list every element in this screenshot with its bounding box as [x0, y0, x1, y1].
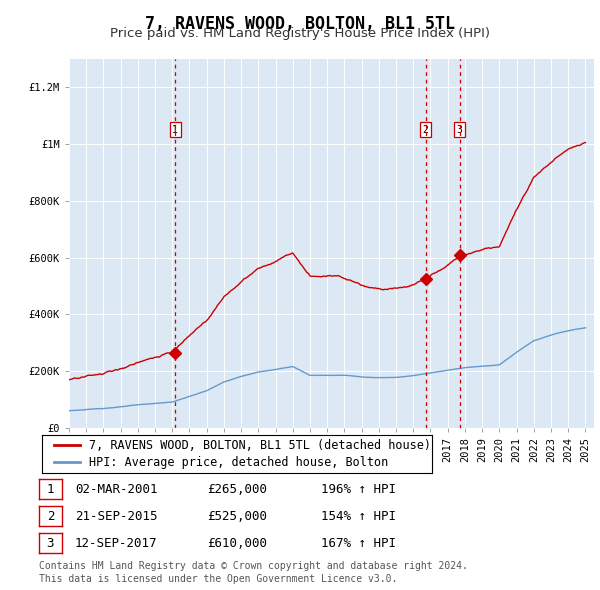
Text: 1: 1 [172, 125, 178, 135]
Text: 12-SEP-2017: 12-SEP-2017 [75, 537, 157, 550]
Text: 154% ↑ HPI: 154% ↑ HPI [321, 510, 396, 523]
Text: £265,000: £265,000 [207, 483, 267, 496]
Text: 7, RAVENS WOOD, BOLTON, BL1 5TL: 7, RAVENS WOOD, BOLTON, BL1 5TL [145, 15, 455, 33]
Text: 21-SEP-2015: 21-SEP-2015 [75, 510, 157, 523]
Text: 2: 2 [423, 125, 428, 135]
Text: Contains HM Land Registry data © Crown copyright and database right 2024.
This d: Contains HM Land Registry data © Crown c… [39, 561, 468, 584]
Text: 02-MAR-2001: 02-MAR-2001 [75, 483, 157, 496]
Text: £610,000: £610,000 [207, 537, 267, 550]
Text: 3: 3 [457, 125, 463, 135]
Text: Price paid vs. HM Land Registry's House Price Index (HPI): Price paid vs. HM Land Registry's House … [110, 27, 490, 40]
Text: 1: 1 [47, 483, 54, 496]
Text: 2: 2 [47, 510, 54, 523]
Text: 196% ↑ HPI: 196% ↑ HPI [321, 483, 396, 496]
Text: 3: 3 [47, 537, 54, 550]
Text: 167% ↑ HPI: 167% ↑ HPI [321, 537, 396, 550]
Legend: 7, RAVENS WOOD, BOLTON, BL1 5TL (detached house), HPI: Average price, detached h: 7, RAVENS WOOD, BOLTON, BL1 5TL (detache… [48, 433, 437, 475]
Text: £525,000: £525,000 [207, 510, 267, 523]
